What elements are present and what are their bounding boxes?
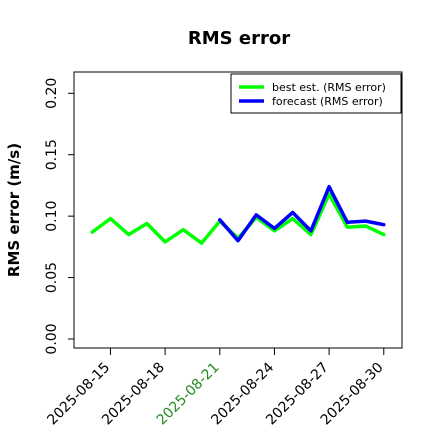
- legend-box: [230, 73, 402, 114]
- series-line-forecast: [218, 184, 386, 243]
- legend: best est. (RMS error)forecast (RMS error…: [230, 73, 402, 114]
- legend-label: forecast (RMS error): [272, 95, 383, 108]
- y-tick-label: 0.10: [44, 201, 60, 232]
- chart-title: RMS error: [188, 28, 290, 49]
- y-tick-label: 0.00: [44, 323, 60, 354]
- series-lines: [90, 184, 386, 245]
- series-line-best-estimate: [90, 192, 386, 245]
- plot-area-frame: [73, 71, 403, 349]
- y-tick-label: 0.20: [44, 78, 60, 109]
- y-axis-ticks: 0.00 0.05 0.10 0.15 0.20: [44, 78, 74, 355]
- legend-label: best est. (RMS error): [272, 81, 386, 94]
- y-tick-label: 0.15: [44, 139, 60, 170]
- x-axis-ticks: 2025-08-152025-08-182025-08-212025-08-24…: [44, 348, 387, 428]
- y-tick-label: 0.05: [44, 262, 60, 293]
- y-axis-label: RMS error (m/s): [5, 143, 23, 277]
